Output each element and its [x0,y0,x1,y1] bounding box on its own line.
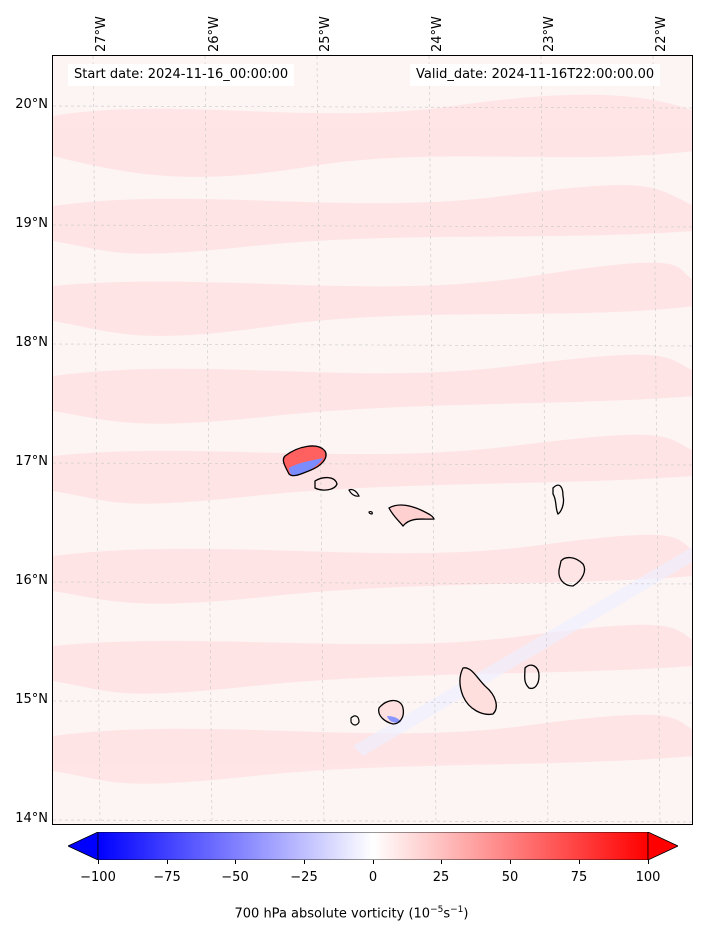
lat-label-16n: 16°N [15,573,48,588]
colorbar-extend-min [67,831,99,861]
cbar-tick-label: 75 [570,870,588,885]
cbar-tickmark [304,860,305,864]
lat-label-15n: 15°N [15,692,48,707]
cbar-tick-label: −100 [80,870,116,885]
colorbar-graphic [67,831,679,861]
island-raso [368,511,373,515]
cbar-tick-label: 0 [368,870,378,885]
island-sao-vicente [314,476,338,491]
graticule [53,56,692,824]
cbar-tick-label: −75 [153,870,181,885]
lon-label-22w: 22°W [654,16,669,52]
colorbar-title-mid: s [443,906,451,922]
lon-label-24w: 24°W [430,16,445,52]
lat-label-14n: 14°N [15,811,48,826]
colorbar-title-main: 700 hPa absolute vorticity (10 [234,906,431,922]
lat-label-19n: 19°N [15,216,48,231]
cbar-tick-label: −25 [290,870,318,885]
lat-label-17n: 17°N [15,454,48,469]
colorbar-title: 700 hPa absolute vorticity (10−5s−1) [0,905,703,921]
vorticity-map [52,55,693,825]
lon-label-27w: 27°W [94,16,109,52]
cbar-tickmark [98,860,99,864]
vorticity-negative-streak [353,547,692,756]
colorbar [67,831,679,861]
valid-date-label: Valid_date: 2024-11-16T22:00:00.00 [410,64,661,86]
cbar-tick-label: −50 [221,870,249,885]
cbar-tickmark [235,860,236,864]
cbar-tickmark [579,860,580,864]
start-date-label: Start date: 2024-11-16_00:00:00 [68,64,295,86]
island-santo-antao [282,445,327,477]
island-sao-nicolau [388,504,435,528]
colorbar-extend-max [647,831,679,861]
map-canvas [53,56,692,824]
island-santiago [459,667,497,716]
island-brava [350,715,360,726]
island-boa-vista [558,556,586,587]
cbar-tick-label: 25 [432,870,450,885]
cbar-tickmark [648,860,649,864]
island-fogo [378,699,405,725]
island-santa-luzia [348,488,360,497]
cbar-tick-label: 50 [501,870,519,885]
island-maio [524,664,540,690]
colorbar-title-exp1: −5 [430,905,444,915]
lon-label-23w: 23°W [542,16,557,52]
cbar-tickmark [373,860,374,864]
lon-label-26w: 26°W [207,16,222,52]
lat-label-18n: 18°N [15,335,48,350]
lat-label-20n: 20°N [15,97,48,112]
lon-label-25w: 25°W [318,16,333,52]
cbar-tickmark [167,860,168,864]
colorbar-ramp [97,831,649,861]
cbar-tick-label: 100 [635,870,661,885]
colorbar-title-end: ) [463,906,469,922]
island-sal [552,484,565,515]
colorbar-title-exp2: −1 [450,905,464,915]
cbar-tickmark [510,860,511,864]
cbar-tickmark [441,860,442,864]
